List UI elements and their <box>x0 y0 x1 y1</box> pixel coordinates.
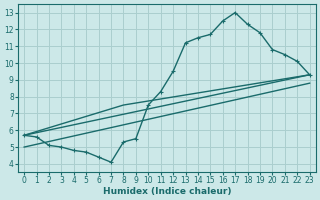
X-axis label: Humidex (Indice chaleur): Humidex (Indice chaleur) <box>103 187 231 196</box>
